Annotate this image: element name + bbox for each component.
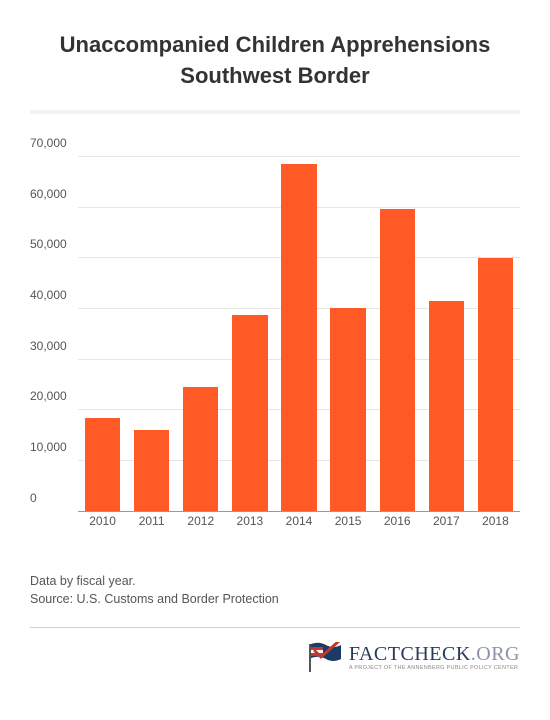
bar <box>330 308 365 510</box>
logo-subtitle: A PROJECT OF THE ANNENBERG PUBLIC POLICY… <box>349 665 520 671</box>
x-axis-label: 2013 <box>225 514 274 532</box>
bar <box>134 430 169 511</box>
x-axis-label: 2017 <box>422 514 471 532</box>
y-axis-label: 60,000 <box>30 187 74 201</box>
bar-slot <box>225 132 274 511</box>
x-axis-label: 2016 <box>373 514 422 532</box>
bar <box>281 164 316 510</box>
chart-title: Unaccompanied Children Apprehensions Sou… <box>30 30 520 92</box>
x-axis-label: 2014 <box>274 514 323 532</box>
bar-slot <box>373 132 422 511</box>
note-fiscal-year: Data by fiscal year. <box>30 572 520 591</box>
bar <box>232 315 267 511</box>
logo-text-ext: .ORG <box>471 643 520 665</box>
x-axis-label: 2012 <box>176 514 225 532</box>
factcheck-logo: FACTCHECK.ORG A PROJECT OF THE ANNENBERG… <box>309 642 520 672</box>
y-axis-label: 10,000 <box>30 440 74 454</box>
title-line-1: Unaccompanied Children Apprehensions <box>30 30 520 61</box>
chart-notes: Data by fiscal year. Source: U.S. Custom… <box>30 572 520 610</box>
y-axis-label: 70,000 <box>30 136 74 150</box>
x-axis-label: 2018 <box>471 514 520 532</box>
bar-slot <box>422 132 471 511</box>
x-axis-label: 2011 <box>127 514 176 532</box>
bar <box>183 387 218 511</box>
bar-slot <box>324 132 373 511</box>
y-axis-label: 20,000 <box>30 389 74 403</box>
y-axis-label: 30,000 <box>30 339 74 353</box>
x-axis-label: 2015 <box>324 514 373 532</box>
y-axis-label: 40,000 <box>30 288 74 302</box>
bar-slot <box>176 132 225 511</box>
y-axis-label: 0 <box>30 491 74 505</box>
bar-chart: 0 10,000 20,000 30,000 40,000 50,000 60,000 70,… <box>30 132 520 532</box>
bar <box>429 301 464 510</box>
bar-slot <box>274 132 323 511</box>
footer-divider <box>30 627 520 628</box>
bar-slot <box>78 132 127 511</box>
bar <box>478 258 513 511</box>
logo-text-main: FACTCHECK <box>349 643 471 665</box>
bar-slot <box>127 132 176 511</box>
bar <box>85 418 120 511</box>
title-underline <box>30 110 520 114</box>
logo-text: FACTCHECK.ORG <box>349 643 520 666</box>
x-axis-label: 2010 <box>78 514 127 532</box>
bar-slot <box>471 132 520 511</box>
y-axis-label: 50,000 <box>30 237 74 251</box>
note-source: Source: U.S. Customs and Border Protecti… <box>30 590 520 609</box>
flag-check-icon <box>309 642 343 672</box>
title-line-2: Southwest Border <box>30 61 520 92</box>
bar <box>380 209 415 511</box>
